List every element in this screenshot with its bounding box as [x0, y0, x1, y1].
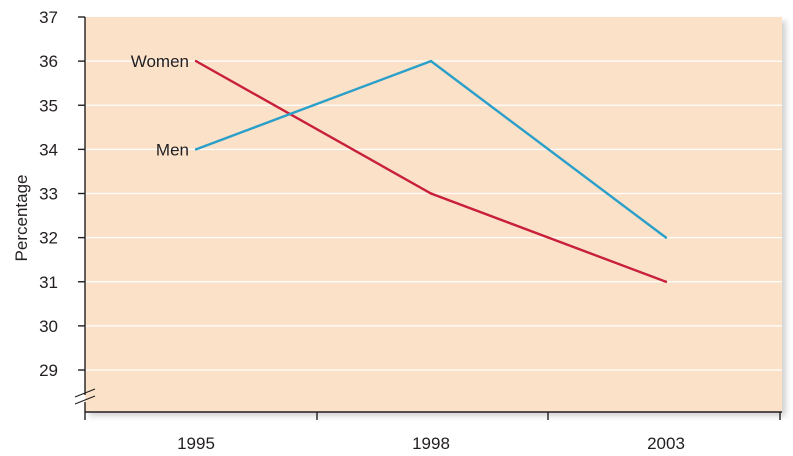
axis-break-mark-lower	[74, 395, 96, 405]
data-point-women-2003	[664, 280, 668, 283]
data-point-men-1998	[429, 59, 433, 63]
plot-area-background	[85, 17, 782, 412]
y-tick-label-37: 37	[39, 8, 58, 27]
x-tick-label-1995: 1995	[177, 434, 215, 453]
y-tick-label-35: 35	[39, 96, 58, 115]
y-tick-label-33: 33	[39, 185, 58, 204]
y-tick-label-29: 29	[39, 361, 58, 380]
y-tick-label-31: 31	[39, 273, 58, 292]
y-tick-label-34: 34	[39, 140, 58, 159]
data-point-men-1995	[194, 148, 198, 151]
data-point-women-1998	[429, 192, 433, 195]
y-tick-label-36: 36	[39, 52, 58, 71]
series-label-women: Women	[131, 52, 189, 71]
y-tick-label-32: 32	[39, 229, 58, 248]
axis-break-mark-upper	[74, 388, 96, 398]
data-point-men-2003	[664, 236, 668, 239]
y-axis-title: Percentage	[12, 175, 31, 262]
series-label-men: Men	[156, 140, 189, 159]
data-point-women-1995	[194, 59, 198, 63]
x-tick-label-1998: 1998	[412, 434, 450, 453]
x-tick-label-2003: 2003	[647, 434, 685, 453]
y-tick-label-30: 30	[39, 317, 58, 336]
